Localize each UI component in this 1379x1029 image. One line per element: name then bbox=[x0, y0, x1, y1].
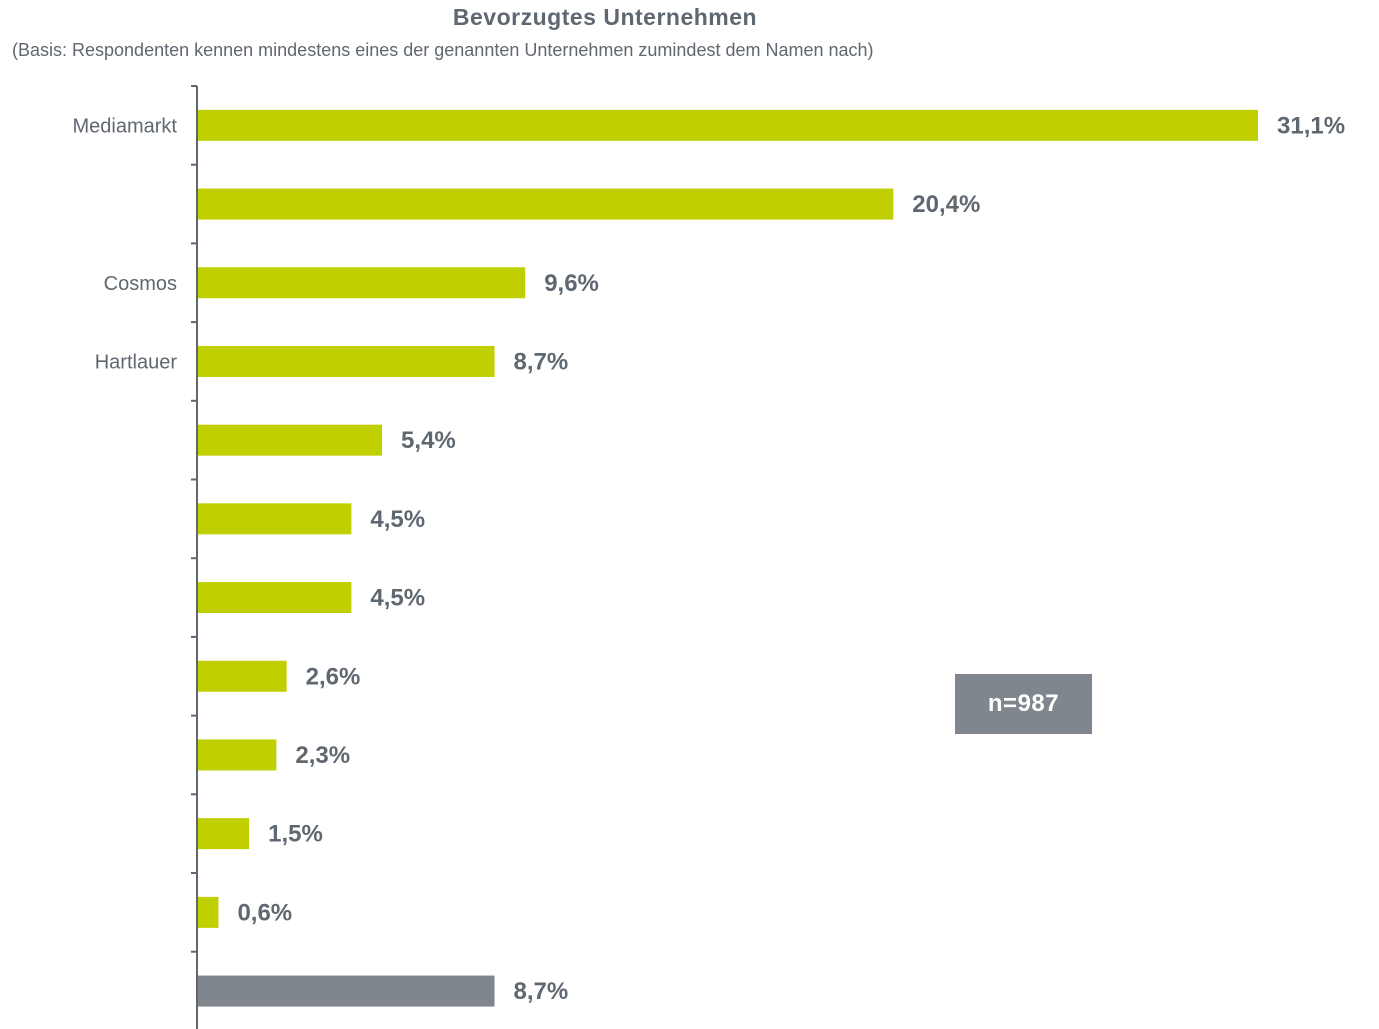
bar bbox=[198, 660, 287, 692]
bar bbox=[198, 975, 495, 1007]
bar bbox=[198, 896, 219, 928]
value-label: 4,5% bbox=[370, 506, 425, 533]
value-label: 31,1% bbox=[1277, 112, 1345, 139]
bar bbox=[198, 267, 526, 299]
bar bbox=[198, 109, 1258, 141]
value-label: 5,4% bbox=[401, 427, 456, 454]
bar bbox=[198, 582, 352, 614]
value-label: 8,7% bbox=[514, 348, 569, 375]
bar bbox=[198, 345, 495, 377]
bar bbox=[198, 424, 383, 456]
bar bbox=[198, 818, 250, 850]
chart-title: Bevorzugtes Unternehmen bbox=[452, 4, 758, 30]
value-label: 4,5% bbox=[370, 585, 425, 612]
bar bbox=[198, 503, 352, 535]
value-label: 2,6% bbox=[306, 663, 361, 690]
value-label: 9,6% bbox=[544, 270, 599, 297]
value-label: 2,3% bbox=[295, 742, 350, 769]
category-label: Cosmos bbox=[104, 273, 177, 295]
bar bbox=[198, 739, 277, 771]
value-label: 0,6% bbox=[237, 899, 292, 926]
bar bbox=[198, 188, 894, 220]
chart-subtitle: (Basis: Respondenten kennen mindestens e… bbox=[12, 40, 874, 60]
category-label: Hartlauer bbox=[95, 351, 178, 373]
sample-size-badge: n=987 bbox=[955, 674, 1092, 734]
value-label: 1,5% bbox=[268, 821, 323, 848]
value-label: 20,4% bbox=[912, 191, 980, 218]
value-label: 8,7% bbox=[514, 978, 569, 1005]
category-label: Mediamarkt bbox=[73, 115, 178, 137]
